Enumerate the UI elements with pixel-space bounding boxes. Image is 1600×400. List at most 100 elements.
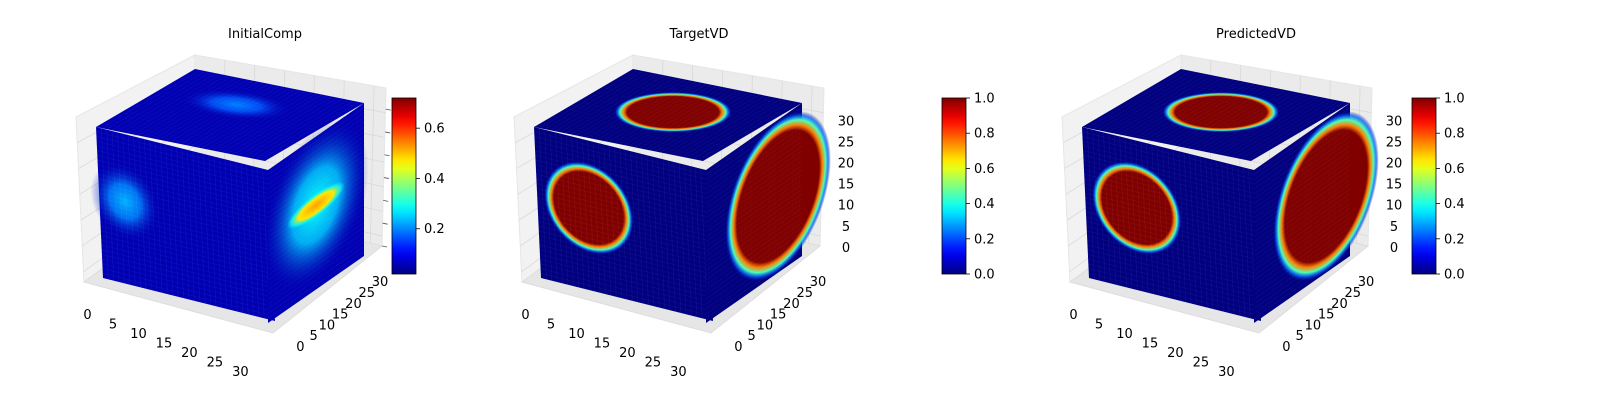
- plot-title: PredictedVD: [1216, 27, 1296, 42]
- front-face: [1082, 127, 1261, 321]
- y-tick-label: 15: [332, 308, 349, 323]
- y-tick-label: 5: [309, 329, 317, 344]
- x-tick-label: 0: [521, 308, 529, 323]
- colorbar-tick-label: 0.0: [974, 268, 995, 283]
- y-tick-label: 15: [770, 308, 787, 323]
- x-tick-label: 20: [619, 346, 636, 361]
- top-face: [96, 69, 364, 161]
- y-tick-label: 30: [372, 275, 389, 290]
- x-tick-label: 5: [109, 317, 117, 332]
- colorbar-tick-label: 1.0: [1444, 92, 1465, 107]
- y-tick-label: 20: [1331, 297, 1348, 312]
- plot-title: InitialComp: [228, 27, 302, 42]
- colorbar: [391, 97, 417, 275]
- z-tick-label: 10: [838, 199, 855, 214]
- x-tick-label: 30: [670, 365, 687, 380]
- top-face-voxel-grid: [1084, 69, 1348, 161]
- y-tick-label: 25: [358, 286, 375, 301]
- z-tick-label: 15: [838, 178, 855, 193]
- z-tick-label: 20: [838, 157, 855, 172]
- y-tick-label: 15: [1318, 308, 1335, 323]
- subplot-2: TargetVD05101520253005101520253005101520…: [513, 27, 995, 380]
- top-face-voxel-grid: [98, 69, 362, 161]
- colorbar-tick-label: 0.2: [424, 222, 445, 237]
- x-tick-label: 20: [181, 346, 198, 361]
- z-tick-label: 25: [1386, 135, 1403, 150]
- colorbar-tick-label: 0.6: [424, 122, 445, 137]
- colorbar-tick-label: 0.2: [974, 232, 995, 247]
- front-face-region: [90, 162, 160, 241]
- right-face-region: [287, 181, 345, 229]
- right-face: [706, 103, 831, 323]
- colorbar: [1411, 97, 1437, 275]
- colorbar-tick-label: 0.6: [974, 162, 995, 177]
- y-tick-label: 20: [345, 297, 362, 312]
- colorbar: [941, 97, 967, 275]
- y-tick-label: 30: [810, 275, 827, 290]
- z-axis-ticks: [381, 108, 391, 248]
- x-tick-label: 5: [547, 317, 555, 332]
- colorbar-tick-label: 0.4: [974, 197, 995, 212]
- y-tick-label: 0: [296, 340, 304, 355]
- z-tick-label: 15: [1386, 178, 1403, 193]
- y-tick-label: 0: [734, 340, 742, 355]
- top-face-region: [614, 91, 732, 133]
- y-tick-label: 10: [757, 318, 774, 333]
- x-tick-label: 15: [594, 337, 611, 352]
- colorbar-tick-label: 0.6: [1444, 162, 1465, 177]
- right-face-region: [725, 111, 831, 282]
- z-tick-label: 30: [838, 114, 855, 129]
- top-face: [534, 69, 802, 161]
- plot-title: TargetVD: [668, 27, 728, 42]
- right-face: [263, 103, 369, 323]
- x-tick-label: 30: [232, 365, 249, 380]
- y-tick-label: 30: [1358, 275, 1375, 290]
- y-tick-label: 25: [1344, 286, 1361, 301]
- top-face-region: [1162, 91, 1280, 133]
- z-tick-label: 10: [1386, 199, 1403, 214]
- colorbar-tick-label: 0.2: [1444, 232, 1465, 247]
- z-tick-label: 30: [1386, 114, 1403, 129]
- x-tick-label: 0: [1069, 308, 1077, 323]
- front-face-region: [1091, 161, 1182, 255]
- z-tick-label: 25: [838, 135, 855, 150]
- z-tick-label: 0: [1390, 241, 1398, 256]
- front-face-voxel-grid: [96, 128, 275, 320]
- front-face: [90, 127, 275, 321]
- y-tick-label: 10: [319, 318, 336, 333]
- x-tick-label: 20: [1167, 346, 1184, 361]
- x-tick-label: 25: [207, 356, 224, 371]
- x-tick-label: 15: [1142, 337, 1159, 352]
- subplot-1: InitialComp0510152025300510152025300.20.…: [75, 27, 445, 380]
- x-tick-label: 25: [645, 356, 662, 371]
- x-tick-label: 5: [1095, 317, 1103, 332]
- y-tick-label: 5: [747, 329, 755, 344]
- right-face: [1254, 103, 1379, 323]
- y-tick-label: 20: [783, 297, 800, 312]
- colorbar-tick-label: 0.4: [424, 172, 445, 187]
- right-face-voxel-grid: [268, 104, 364, 322]
- right-face-region: [1273, 111, 1379, 282]
- subplot-3: PredictedVD05101520253005101520253005101…: [1061, 27, 1465, 380]
- y-tick-label: 5: [1295, 329, 1303, 344]
- z-tick-label: 0: [842, 241, 850, 256]
- front-face-voxel-grid: [1082, 128, 1261, 320]
- y-tick-label: 0: [1282, 340, 1290, 355]
- z-tick-label: 20: [1386, 157, 1403, 172]
- x-tick-label: 15: [156, 337, 173, 352]
- z-tick-label: 5: [1390, 220, 1398, 235]
- front-face: [534, 127, 713, 321]
- x-tick-label: 10: [568, 327, 585, 342]
- right-face-voxel-grid: [706, 104, 802, 322]
- right-face-voxel-grid: [1254, 104, 1350, 322]
- colorbar-tick-label: 0.4: [1444, 197, 1465, 212]
- x-tick-label: 30: [1218, 365, 1235, 380]
- x-tick-label: 10: [130, 327, 147, 342]
- top-face-voxel-grid: [536, 69, 800, 161]
- top-face: [1082, 69, 1350, 161]
- z-tick-label: 5: [842, 220, 850, 235]
- front-face-voxel-grid: [534, 128, 713, 320]
- x-tick-label: 10: [1116, 327, 1133, 342]
- x-tick-label: 0: [83, 308, 91, 323]
